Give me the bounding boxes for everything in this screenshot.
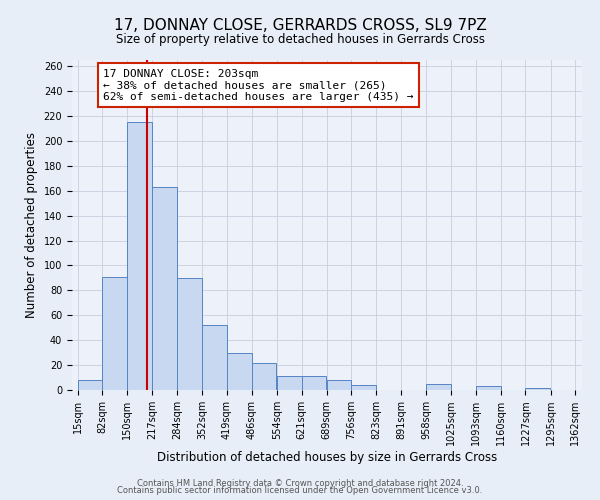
- Y-axis label: Number of detached properties: Number of detached properties: [25, 132, 38, 318]
- Bar: [476, 386, 500, 390]
- Text: Size of property relative to detached houses in Gerrards Cross: Size of property relative to detached ho…: [115, 32, 485, 46]
- Bar: [526, 388, 550, 390]
- Bar: [302, 376, 326, 390]
- Bar: [202, 325, 227, 390]
- Bar: [326, 380, 352, 390]
- Text: 17 DONNAY CLOSE: 203sqm
← 38% of detached houses are smaller (265)
62% of semi-d: 17 DONNAY CLOSE: 203sqm ← 38% of detache…: [103, 68, 414, 102]
- Text: 17, DONNAY CLOSE, GERRARDS CROSS, SL9 7PZ: 17, DONNAY CLOSE, GERRARDS CROSS, SL9 7P…: [113, 18, 487, 32]
- Bar: [127, 122, 152, 390]
- Bar: [352, 385, 376, 390]
- Bar: [177, 278, 202, 390]
- X-axis label: Distribution of detached houses by size in Gerrards Cross: Distribution of detached houses by size …: [157, 451, 497, 464]
- Bar: [227, 352, 251, 390]
- Text: Contains HM Land Registry data © Crown copyright and database right 2024.: Contains HM Land Registry data © Crown c…: [137, 478, 463, 488]
- Bar: [426, 384, 451, 390]
- Bar: [277, 376, 302, 390]
- Bar: [103, 276, 127, 390]
- Bar: [77, 380, 103, 390]
- Bar: [152, 187, 177, 390]
- Text: Contains public sector information licensed under the Open Government Licence v3: Contains public sector information licen…: [118, 486, 482, 495]
- Bar: [251, 362, 277, 390]
